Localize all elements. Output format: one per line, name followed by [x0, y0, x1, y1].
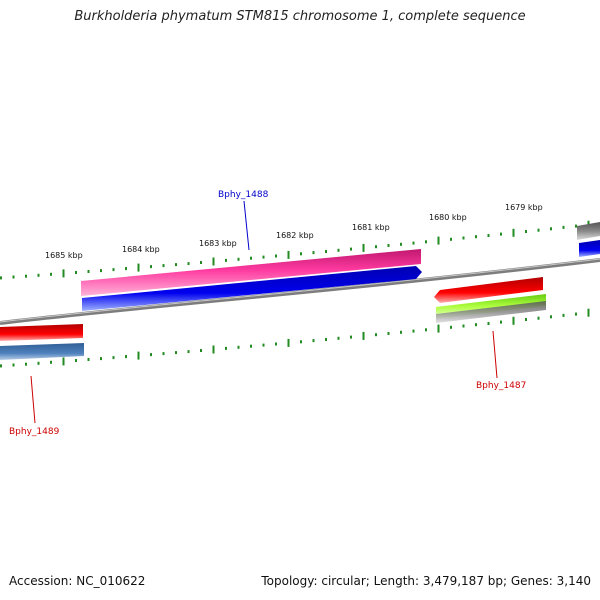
tick-label: 1682 kbp	[276, 231, 314, 240]
gene-label-bphy1487[interactable]: Bphy_1487	[476, 381, 526, 391]
blue-feature[interactable]	[82, 266, 422, 311]
tick-label: 1680 kbp	[429, 213, 467, 222]
upper-tick-ring	[0, 220, 590, 280]
blue-feature-edge[interactable]	[579, 240, 600, 257]
accession-text: Accession: NC_010622	[9, 574, 146, 588]
gene-leader-line	[30, 375, 36, 424]
gene-leader-line	[243, 200, 250, 251]
gene-label-bphy1489[interactable]: Bphy_1489	[9, 427, 60, 437]
gray-feature[interactable]	[436, 301, 546, 323]
backbone	[0, 258, 600, 325]
tick-label: 1683 kbp	[199, 239, 237, 248]
topology-summary: Topology: circular; Length: 3,479,187 bp…	[261, 574, 591, 588]
lower-tick-ring	[0, 308, 590, 368]
red-feature-bphy1489[interactable]	[0, 324, 83, 341]
tick-label: 1685 kbp	[45, 251, 83, 260]
tick-label: 1684 kbp	[122, 245, 160, 254]
magenta-feature[interactable]	[81, 249, 421, 296]
backbone-highlight	[0, 258, 600, 323]
gene-leader-line	[492, 330, 498, 379]
red-feature-bphy1487[interactable]	[434, 277, 543, 303]
tick-label: 1681 kbp	[352, 223, 390, 232]
tick-label: 1679 kbp	[505, 203, 543, 212]
map-title: Burkholderia phymatum STM815 chromosome …	[74, 9, 526, 24]
steel-feature[interactable]	[0, 343, 84, 360]
gray-feature-edge[interactable]	[577, 222, 600, 240]
gene-label-bphy1488[interactable]: Bphy_1488	[218, 190, 269, 200]
